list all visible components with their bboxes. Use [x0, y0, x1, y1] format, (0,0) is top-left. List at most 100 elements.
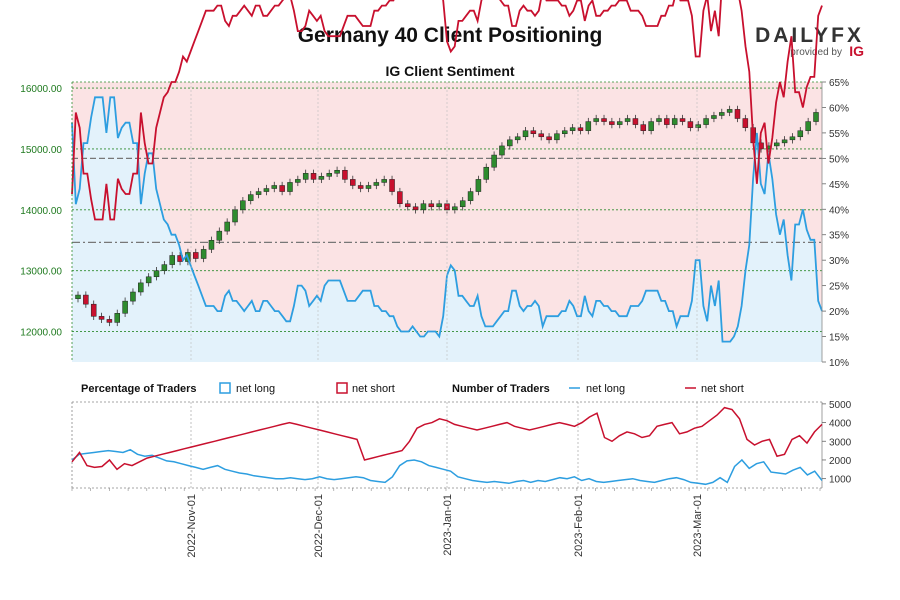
candle-up [695, 124, 701, 128]
traders-tick-label: 4000 [829, 419, 852, 430]
pct-tick-label: 10% [829, 358, 849, 369]
candle-up [514, 136, 521, 141]
candle-up [459, 200, 466, 208]
date-tick-label: 2022-Nov-01 [186, 494, 198, 558]
price-tick-label: 14000.00 [20, 206, 62, 217]
candle-up [475, 179, 482, 192]
candle-up [373, 182, 380, 186]
candle-down [412, 206, 419, 211]
candle-down [609, 121, 615, 125]
logo-wordmark: DAILYFX [755, 24, 864, 47]
chart-subtitle: IG Client Sentiment [385, 63, 515, 79]
candle-down [98, 316, 105, 320]
candle-down [640, 124, 647, 131]
pct-tick-label: 50% [829, 154, 849, 165]
legend-num-title: Number of Traders [452, 383, 550, 395]
candle-up [169, 255, 175, 265]
candle-down [428, 203, 435, 208]
candle-up [240, 200, 246, 211]
candle-down [357, 185, 364, 189]
num-long-line [71, 448, 823, 486]
candle-up [491, 154, 497, 168]
candle-up [467, 191, 474, 201]
candle-down [734, 109, 741, 119]
candle-down [742, 118, 749, 128]
candle-up [302, 173, 309, 180]
candle-up [287, 182, 293, 192]
candle-down [90, 303, 97, 317]
candle-up [452, 206, 458, 211]
candle-up [562, 130, 568, 134]
legend-pct-title: Percentage of Traders [81, 383, 197, 395]
candle-up [624, 118, 631, 122]
candle-down [687, 121, 694, 128]
candle-up [585, 121, 592, 131]
date-tick-label: 2023-Mar-01 [692, 494, 704, 557]
candle-up [499, 145, 505, 156]
candle-down [404, 203, 411, 208]
candle-up [153, 270, 160, 278]
candle-up [247, 194, 254, 201]
candle-down [310, 173, 317, 180]
candle-up [334, 170, 340, 174]
candle-up [326, 173, 332, 177]
price-tick-label: 13000.00 [20, 267, 62, 278]
candle-up [522, 130, 529, 138]
candle-up [656, 118, 662, 122]
candle-up [726, 109, 733, 113]
candle-down [83, 294, 89, 305]
legend-pct-long-label: net long [236, 383, 275, 395]
candle-up [200, 249, 207, 259]
candle-down [601, 118, 607, 122]
date-tick-label: 2023-Feb-01 [573, 494, 585, 557]
candle-up [318, 176, 325, 180]
candle-up [114, 313, 121, 323]
candle-down [106, 319, 113, 323]
candle-up [365, 185, 372, 189]
candle-up [263, 188, 270, 192]
traders-tick-label: 2000 [829, 456, 852, 467]
candle-up [805, 121, 811, 131]
candle-up [593, 118, 599, 122]
candle-up [145, 276, 152, 284]
candle-up [138, 282, 144, 293]
traders-tick-label: 5000 [829, 400, 852, 411]
candle-down [577, 127, 584, 131]
price-tick-label: 12000.00 [20, 328, 62, 339]
price-panel: 12000.00 13000.00 14000.00 15000.00 16000.00… [20, 0, 849, 369]
candle-down [193, 252, 199, 259]
legend-pct-short-swatch [336, 382, 348, 394]
candle-up [671, 118, 678, 125]
candle-up [507, 139, 513, 147]
candle-down [397, 191, 403, 204]
traders-tick-label: 1000 [829, 475, 852, 486]
candle-up [208, 240, 215, 250]
candle-down [350, 179, 356, 186]
candle-up [648, 121, 654, 131]
candle-down [530, 130, 537, 134]
candle-up [216, 230, 223, 241]
num-short-line [71, 406, 823, 471]
pct-tick-label: 40% [829, 205, 849, 216]
candle-down [679, 118, 686, 122]
legend-num-long-label: net long [586, 383, 625, 395]
pct-tick-label: 55% [829, 129, 849, 140]
candle-up [232, 209, 238, 223]
legend-num-short-label: net short [701, 383, 744, 395]
candle-up [436, 203, 442, 208]
candle-up [773, 142, 780, 147]
logo-ig: IG [849, 43, 864, 59]
date-tick-label: 2022-Dec-01 [313, 494, 325, 558]
candle-down [342, 170, 348, 180]
pct-tick-label: 15% [829, 333, 849, 344]
pct-short-line [71, 0, 823, 221]
date-tick-label: 2023-Jan-01 [442, 494, 454, 556]
legend: Percentage of Traders net long net short… [81, 382, 744, 395]
pct-tick-label: 25% [829, 282, 849, 293]
candle-up [483, 166, 490, 180]
legend-pct-short-label: net short [352, 383, 395, 395]
pct-tick-label: 30% [829, 256, 849, 267]
candle-up [75, 294, 81, 299]
legend-pct-long-swatch [219, 382, 231, 394]
